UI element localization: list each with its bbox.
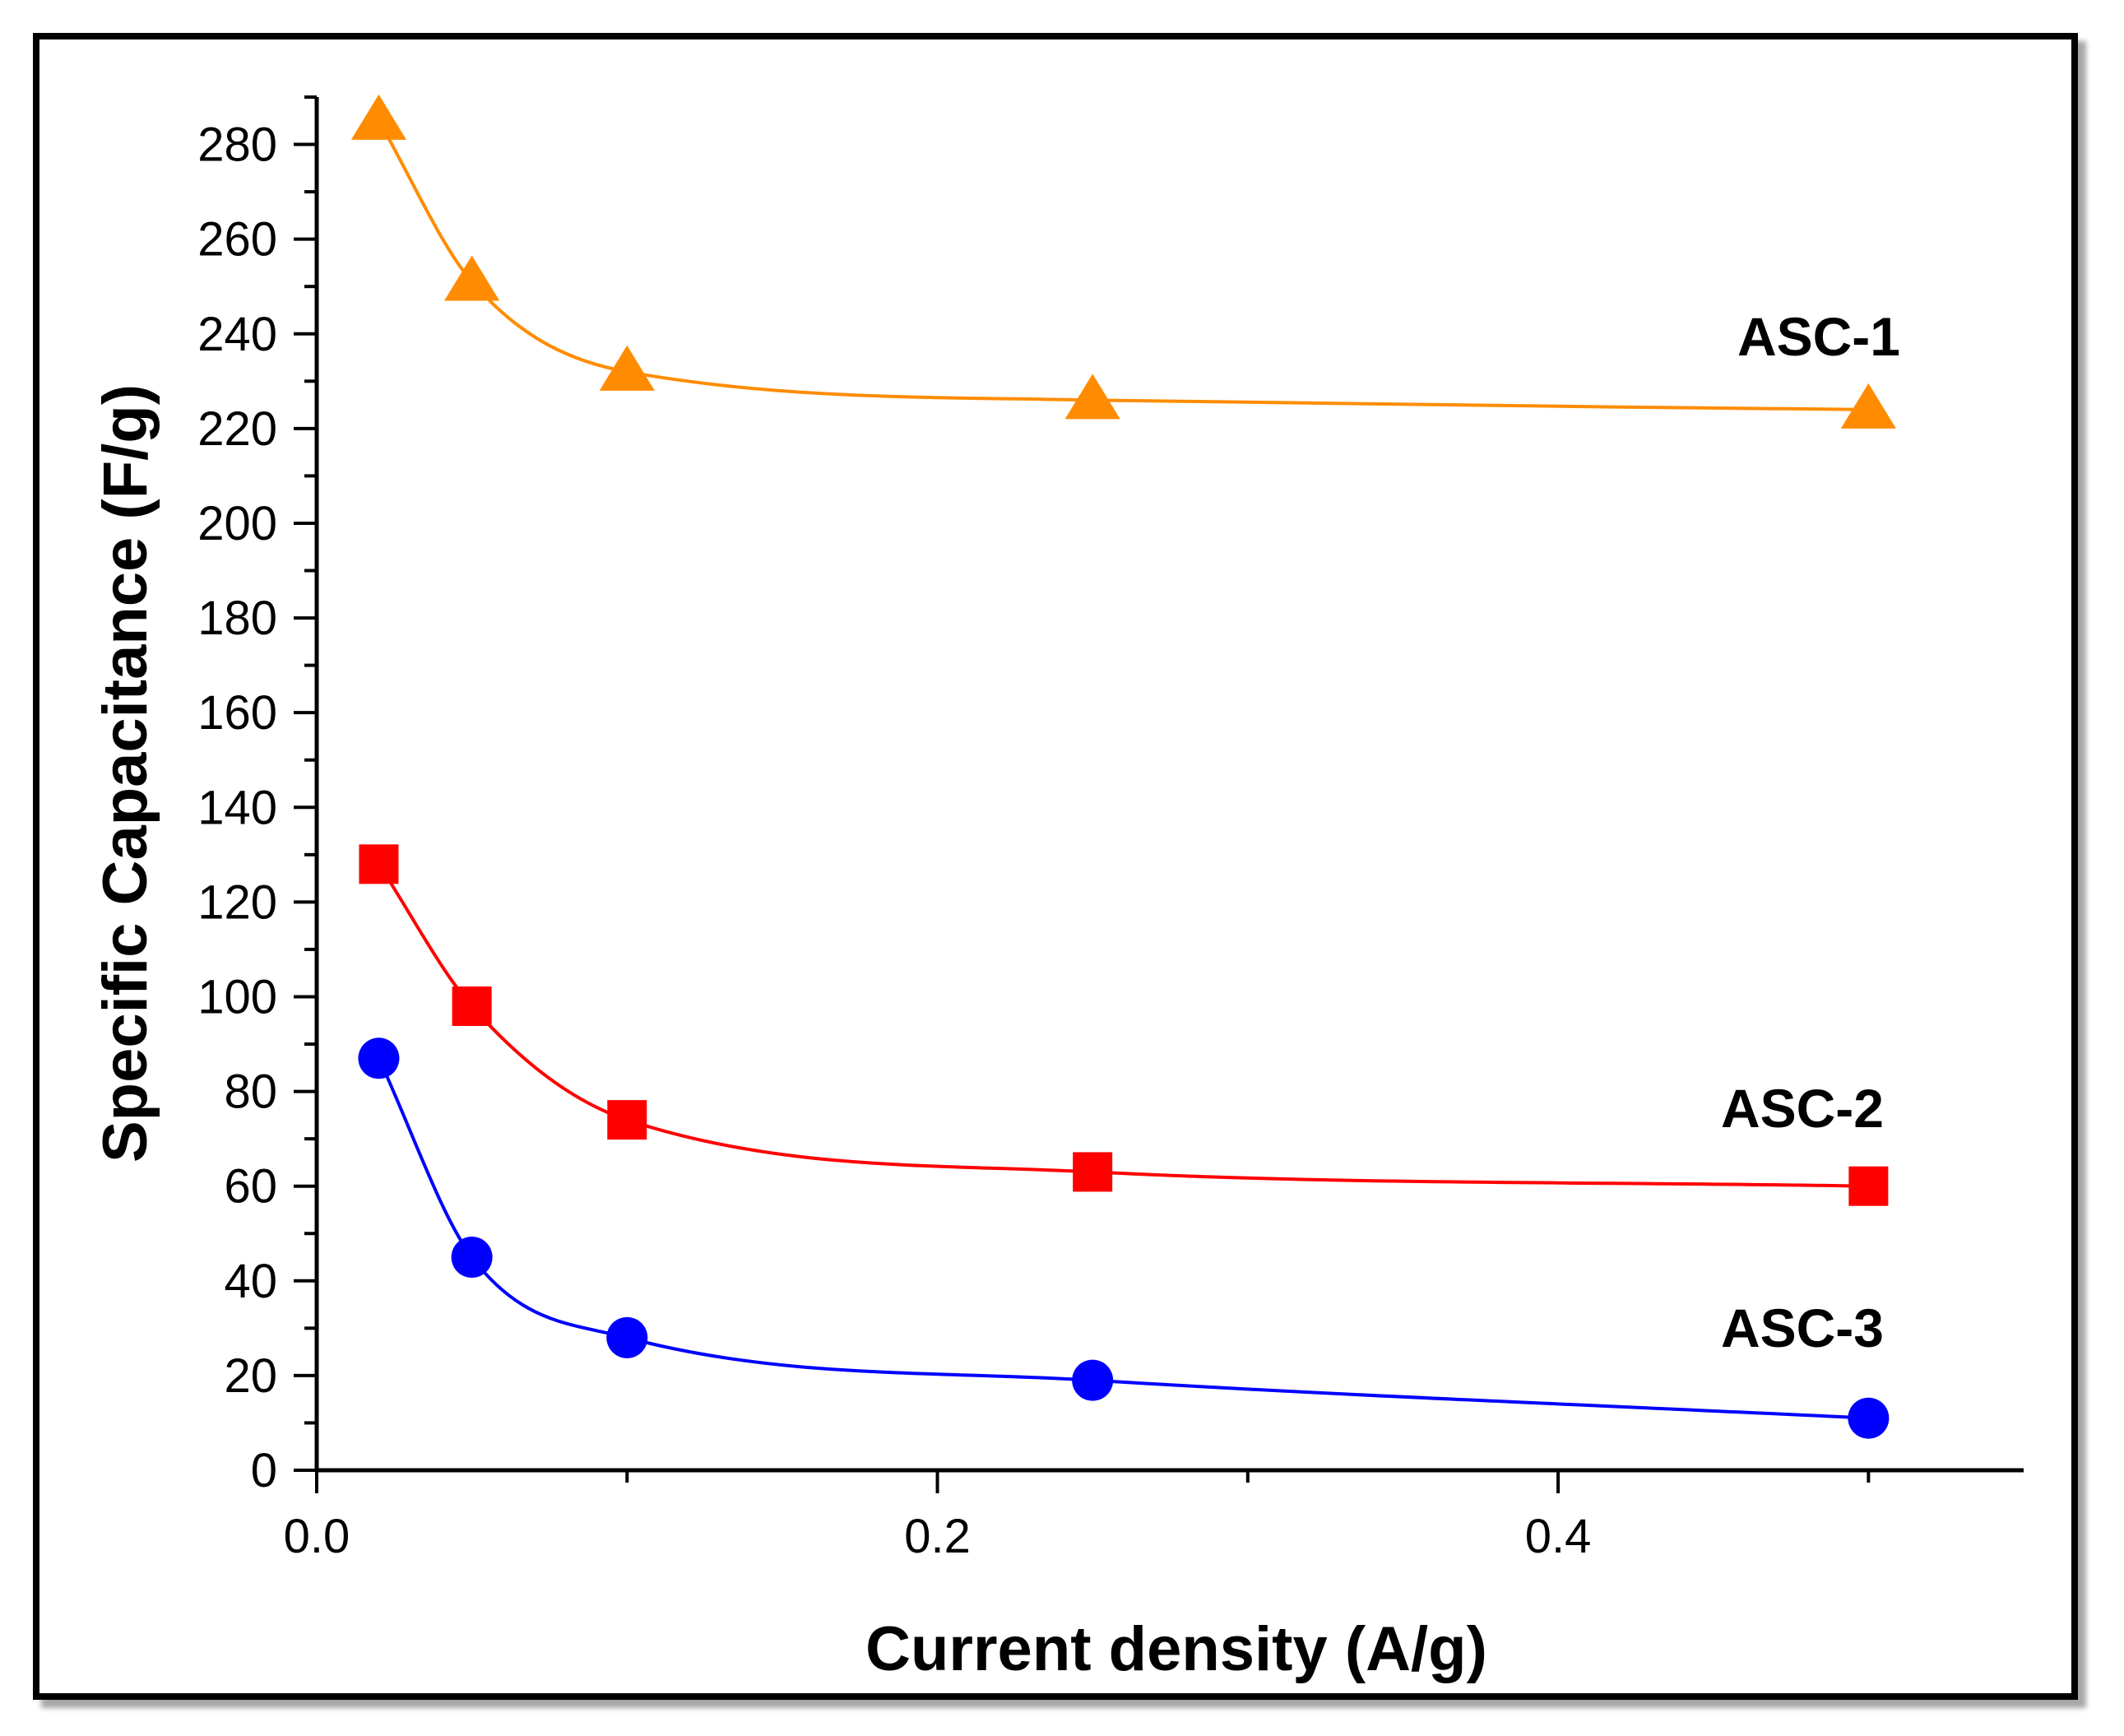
series-label-asc-1: ASC-1	[1737, 306, 1900, 367]
data-point-asc-2	[1848, 1166, 1889, 1206]
y-tick-label: 140	[197, 781, 277, 834]
data-point-asc-2	[452, 986, 492, 1026]
y-tick-label: 280	[197, 118, 277, 172]
y-tick-label: 240	[197, 308, 277, 361]
data-point-asc-2	[359, 844, 399, 884]
series-layer	[350, 94, 1896, 1439]
y-tick-label: 80	[224, 1065, 277, 1119]
y-tick-label: 260	[197, 213, 277, 267]
series-line-asc-3	[377, 1057, 1869, 1420]
series-label-asc-2: ASC-2	[1721, 1078, 1884, 1139]
data-point-asc-1	[350, 94, 407, 140]
x-tick-label: 0.2	[904, 1510, 971, 1563]
y-tick-label: 0	[251, 1444, 277, 1497]
data-point-asc-3	[451, 1237, 493, 1279]
y-tick-label: 120	[197, 875, 277, 929]
data-point-asc-1	[444, 255, 500, 301]
data-point-asc-2	[607, 1100, 647, 1140]
y-tick-label: 60	[224, 1160, 277, 1214]
data-point-asc-1	[1840, 383, 1896, 429]
y-tick-label: 160	[197, 686, 277, 740]
axes: 0 20 40 60 80 100 120 140 160 180 200 220 240 260 280 0…	[197, 95, 2024, 1563]
x-tick-label: 0.0	[284, 1510, 350, 1563]
y-tick-label: 40	[224, 1255, 277, 1308]
y-tick-label: 220	[197, 402, 277, 456]
series-line-asc-1	[377, 119, 1869, 411]
data-point-asc-3	[358, 1037, 400, 1079]
y-tick-label: 20	[224, 1349, 277, 1403]
x-tick-label: 0.4	[1525, 1510, 1592, 1563]
data-point-asc-1	[1064, 374, 1120, 420]
x-axis-title: Current density (A/g)	[865, 1614, 1487, 1684]
data-point-asc-3	[1072, 1359, 1114, 1401]
series-label-asc-3: ASC-3	[1721, 1297, 1884, 1358]
data-point-asc-2	[1073, 1152, 1113, 1192]
y-axis-title: Specific Capacitance (F/g)	[90, 384, 160, 1163]
series-line-asc-2	[377, 863, 1869, 1188]
y-tick-label: 180	[197, 592, 277, 645]
y-tick-label: 100	[197, 970, 277, 1023]
y-tick-label: 200	[197, 497, 277, 550]
data-point-asc-3	[606, 1316, 648, 1358]
data-point-asc-3	[1848, 1397, 1890, 1439]
data-point-asc-1	[599, 345, 655, 391]
